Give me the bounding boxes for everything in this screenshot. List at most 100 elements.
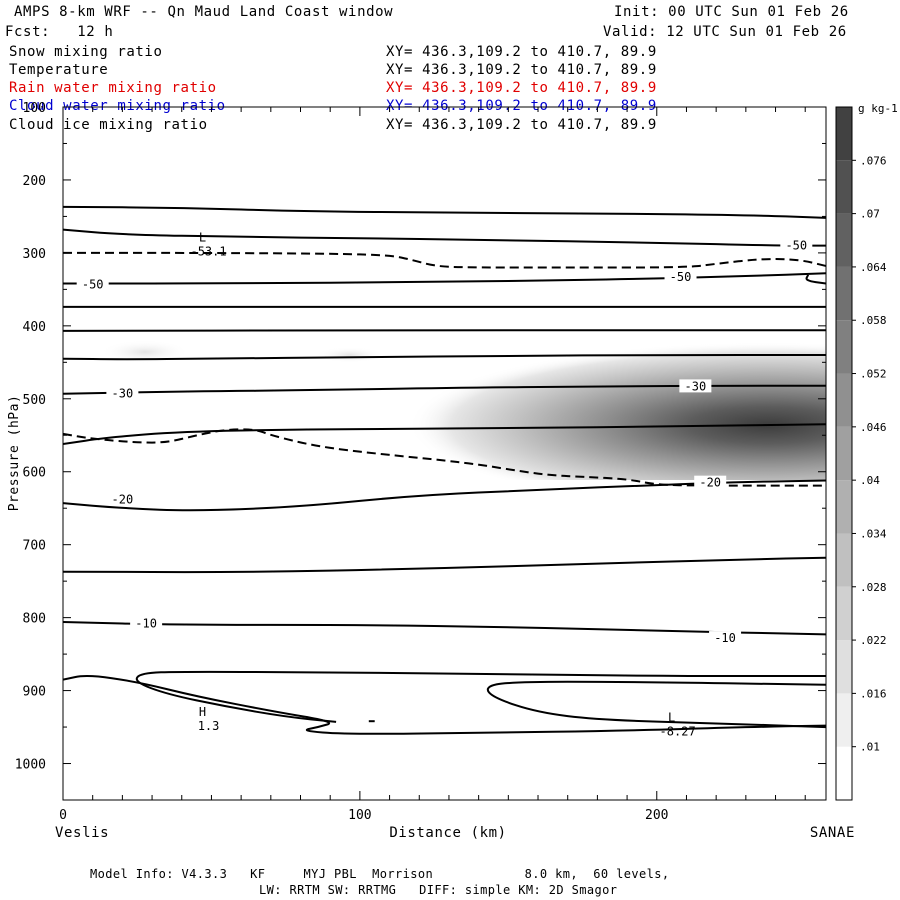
contour-labels: -50-50-50-30-30-20-20-10-10L-53.1H1.3L-8… <box>76 231 813 739</box>
y-tick-label: 300 <box>23 247 46 262</box>
contour-label-bg <box>694 475 727 489</box>
colorbar: .01 .016 .022 .028 .034 .04 .046 .052 .058 .064 .0… <box>835 106 887 801</box>
field-name-temperature: Temperature <box>9 62 109 78</box>
snow-weak-patch <box>100 340 190 364</box>
colorbar-bin <box>836 746 852 800</box>
contour-label-bg <box>664 269 697 283</box>
isotherm-solid <box>63 675 826 735</box>
field-xy-snow: XY= 436.3,109.2 to 410.7, 89.9 <box>386 44 657 60</box>
y-tick-label: 500 <box>23 393 46 408</box>
contour-label: -50 <box>82 277 104 291</box>
isotherm-solid <box>63 205 826 219</box>
snow-max-core <box>380 340 826 480</box>
contour-label: -10 <box>135 616 157 630</box>
colorbar-label: .016 <box>860 687 887 700</box>
x-tick-label: 100 <box>348 808 371 823</box>
colorbar-bin <box>836 426 852 481</box>
colorbar-label: .01 <box>860 741 880 754</box>
field-name-cloud-water: Cloud water mixing ratio <box>9 98 226 114</box>
colorbar-label: .046 <box>860 421 887 434</box>
isotherm-solid <box>486 680 826 729</box>
contour-label-bg <box>76 277 109 291</box>
colorbar-label: .07 <box>860 208 880 221</box>
colorbar-bin <box>836 693 852 747</box>
contour-label-bg <box>130 616 163 630</box>
field-xy-rain: XY= 436.3,109.2 to 410.7, 89.9 <box>386 80 657 96</box>
y-tick-label: 400 <box>23 320 46 335</box>
y-tick-label: 600 <box>23 466 46 481</box>
chart-title: AMPS 8-km WRF -- Qn Maud Land Coast wind… <box>14 4 394 20</box>
x-axis: 0 100 200 <box>59 107 806 823</box>
contour-label: -50 <box>785 239 807 253</box>
colorbar-bin <box>836 533 852 587</box>
colorbar-label: .034 <box>860 527 887 540</box>
extremum-marker: H <box>199 705 206 719</box>
isotherm-solid <box>63 272 826 285</box>
y-tick-label: 200 <box>23 174 46 189</box>
field-xy-cloud-ice: XY= 436.3,109.2 to 410.7, 89.9 <box>386 117 657 133</box>
field-name-cloud-ice: Cloud ice mixing ratio <box>9 117 208 133</box>
extremum-marker: L <box>668 711 675 725</box>
field-xy-temperature: XY= 436.3,109.2 to 410.7, 89.9 <box>386 62 657 78</box>
colorbar-bin <box>836 586 852 641</box>
colorbar-bin <box>836 480 852 534</box>
y-tick-label: 100 <box>23 101 46 116</box>
y-tick-label: 800 <box>23 612 46 627</box>
contour-label: -10 <box>714 631 736 645</box>
colorbar-label: .052 <box>860 368 887 381</box>
extremum-value: 1.3 <box>198 719 220 733</box>
isotherm-solid <box>63 228 826 247</box>
contour-label: -20 <box>699 476 721 490</box>
valid-time: Valid: 12 UTC Sun 01 Feb 26 <box>603 24 847 40</box>
colorbar-frame <box>835 106 853 801</box>
isotherm-solid <box>63 556 826 574</box>
isotherm-dashed <box>63 428 826 487</box>
x-tick-label: 0 <box>59 808 67 823</box>
colorbar-label: .022 <box>860 634 887 647</box>
y-tick-label: 1000 <box>15 758 46 773</box>
colorbar-bin <box>836 213 852 267</box>
isotherm-dashed <box>63 251 826 269</box>
isotherm-solid <box>63 621 826 636</box>
colorbar-label: .028 <box>860 581 887 594</box>
colorbar-bin <box>836 640 852 694</box>
colorbar-label: .076 <box>860 154 887 167</box>
contour-label-bg <box>106 386 139 400</box>
y-tick-label: 700 <box>23 539 46 554</box>
model-info-line2: LW: RRTM SW: RRTMG DIFF: simple KM: 2D S… <box>259 883 618 897</box>
snow-shading <box>100 340 826 480</box>
x-axis-label: Distance (km) <box>389 825 506 841</box>
extremum-value: -8.27 <box>660 725 696 739</box>
field-name-snow: Snow mixing ratio <box>9 44 163 60</box>
contour-label: -30 <box>685 379 707 393</box>
colorbar-bin <box>836 320 852 374</box>
snow-weak-patch <box>315 347 385 363</box>
contour-label-bg <box>106 492 139 506</box>
colorbar-label: .04 <box>860 474 880 487</box>
x-left-location: Veslis <box>55 825 109 841</box>
contour-label: -30 <box>112 387 134 401</box>
contour-label-bg <box>780 238 813 252</box>
x-right-location: SANAE <box>810 825 855 841</box>
field-name-rain: Rain water mixing ratio <box>9 80 217 96</box>
init-time: Init: 00 UTC Sun 01 Feb 26 <box>614 4 849 20</box>
colorbar-unit: g kg-1 <box>858 102 898 115</box>
contour-label-bg <box>679 379 712 393</box>
model-info-line1: Model Info: V4.3.3 KF MYJ PBL Morrison 8… <box>90 867 670 881</box>
isotherm-solid <box>63 423 826 445</box>
x-tick-label: 200 <box>645 808 668 823</box>
colorbar-bin <box>836 160 852 214</box>
isotherm-solid <box>805 274 826 285</box>
isotherm-solid <box>135 670 826 723</box>
contour-label-bg <box>709 631 742 645</box>
y-tick-label: 900 <box>23 685 46 700</box>
colorbar-label: .058 <box>860 314 887 327</box>
isotherm-solid <box>63 354 826 361</box>
isotherm-solid <box>63 329 826 332</box>
colorbar-bin <box>836 266 852 321</box>
contour-label: -50 <box>670 270 692 284</box>
plot-frame <box>62 106 827 801</box>
y-axis-label: Pressure (hPa) <box>7 395 22 512</box>
extremum-value: -53.1 <box>190 245 226 259</box>
